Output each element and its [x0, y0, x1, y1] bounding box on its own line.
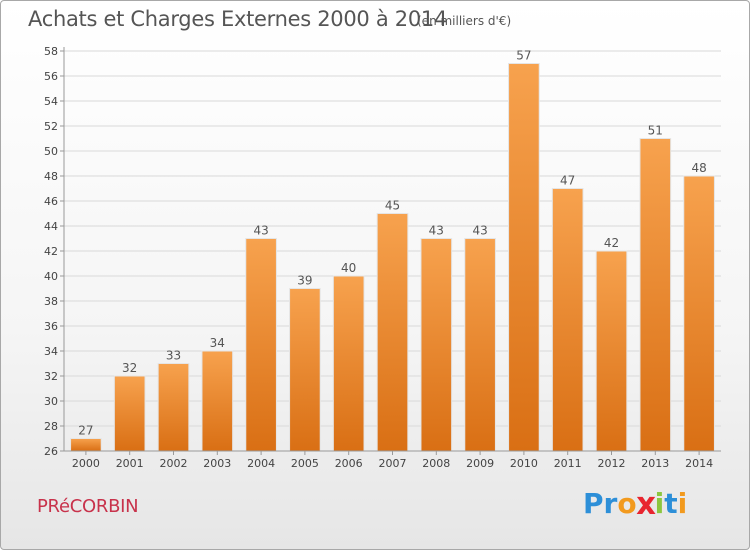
- data-label-2013: 51: [648, 124, 663, 138]
- x-tick-label-2009: 2009: [466, 457, 494, 470]
- bar-2006: [332, 275, 365, 452]
- data-label-2001: 32: [122, 361, 137, 375]
- commune-name: PRéCORBIN: [37, 496, 139, 517]
- logo-letter: P: [583, 487, 604, 520]
- data-label-2007: 45: [385, 199, 400, 213]
- y-tick-label: 50: [44, 145, 58, 158]
- x-tick-label-2002: 2002: [160, 457, 188, 470]
- data-label-2002: 33: [166, 349, 181, 363]
- y-tick-label: 48: [44, 170, 58, 183]
- x-tick-label-2014: 2014: [685, 457, 713, 470]
- data-label-2005: 39: [297, 274, 312, 288]
- x-tick-label-2000: 2000: [72, 457, 100, 470]
- data-label-2009: 43: [472, 224, 487, 238]
- bars: [70, 63, 715, 452]
- x-tick-label-2013: 2013: [641, 457, 669, 470]
- bar-2000: [70, 438, 102, 452]
- data-label-2010: 57: [516, 49, 531, 63]
- y-tick-label: 26: [44, 445, 58, 458]
- y-tick-label: 30: [44, 395, 58, 408]
- y-tick-label: 44: [44, 220, 58, 233]
- x-tick-label-2011: 2011: [554, 457, 582, 470]
- y-tick-label: 40: [44, 270, 58, 283]
- bar-2007: [376, 213, 409, 452]
- y-tick-label: 32: [44, 370, 58, 383]
- data-label-2008: 43: [429, 224, 444, 238]
- chart-title: Achats et Charges Externes 2000 à 2014: [28, 7, 448, 31]
- bar-2004: [245, 238, 277, 452]
- bar-2008: [420, 238, 453, 452]
- data-label-2003: 34: [210, 336, 225, 350]
- y-tick-label: 34: [44, 345, 58, 358]
- x-tick-label-2004: 2004: [247, 457, 275, 470]
- logo-letter: x: [635, 485, 656, 522]
- bar-2012: [595, 250, 628, 452]
- x-tick-label-2008: 2008: [422, 457, 450, 470]
- y-tick-label: 28: [44, 420, 58, 433]
- chart-subtitle: (en milliers d'€): [417, 14, 512, 28]
- bar-2003: [201, 350, 234, 452]
- y-tick-label: 58: [44, 45, 58, 58]
- bar-2009: [464, 238, 496, 452]
- logo-letter: t: [664, 487, 678, 520]
- bar-2014: [683, 175, 715, 452]
- axes: 26 28 30 32 34 36 38 40 42 44 46 48 50 52 54 56 58 2000 20…: [44, 45, 721, 470]
- y-tick-label: 54: [44, 95, 58, 108]
- data-label-2004: 43: [253, 224, 268, 238]
- data-labels: 27 32 33 34 43 39 40 45 43 43 57 47 42 51 48: [78, 49, 706, 438]
- y-tick-label: 52: [44, 120, 58, 133]
- y-tick-label: 42: [44, 245, 58, 258]
- y-tick-label: 36: [44, 320, 58, 333]
- logo-letter: i: [654, 487, 665, 520]
- data-label-2014: 48: [691, 161, 706, 175]
- x-tick-label-2001: 2001: [116, 457, 144, 470]
- logo-letter: i: [677, 487, 688, 520]
- x-tick-label-2005: 2005: [291, 457, 319, 470]
- bar-2005: [289, 288, 321, 452]
- bar-2013: [639, 138, 672, 452]
- bar-2002: [157, 363, 190, 452]
- x-tick-label-2006: 2006: [335, 457, 363, 470]
- y-tick-label: 38: [44, 295, 58, 308]
- data-label-2011: 47: [560, 174, 575, 188]
- bar-2011: [551, 188, 584, 452]
- x-tick-label-2007: 2007: [379, 457, 407, 470]
- y-tick-label: 46: [44, 195, 58, 208]
- logo-letter: o: [617, 487, 637, 520]
- x-tick-label-2010: 2010: [510, 457, 538, 470]
- data-label-2000: 27: [78, 424, 93, 438]
- x-tick-label-2003: 2003: [203, 457, 231, 470]
- bar-2010: [508, 63, 540, 452]
- logo-letter: r: [603, 487, 618, 520]
- data-label-2012: 42: [604, 236, 619, 250]
- x-tick-label-2012: 2012: [598, 457, 626, 470]
- data-label-2006: 40: [341, 261, 356, 275]
- proxiti-logo[interactable]: Proxiti: [583, 485, 688, 522]
- y-tick-label: 56: [44, 70, 58, 83]
- bar-2001: [113, 375, 146, 452]
